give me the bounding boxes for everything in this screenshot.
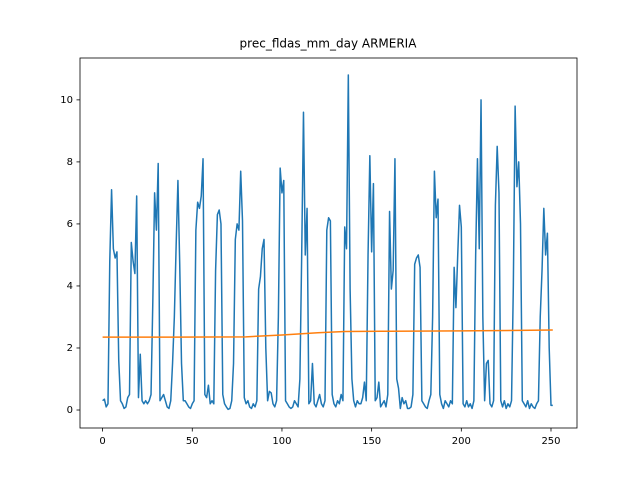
- plot-frame: [79, 57, 578, 429]
- series-line: [102, 329, 553, 338]
- series-line: [102, 74, 553, 411]
- chart-title: prec_fldas_mm_day ARMERIA: [240, 37, 418, 51]
- y-tick-label: 10: [60, 95, 73, 106]
- y-tick-label: 0: [67, 405, 73, 416]
- y-tick-label: 8: [67, 157, 73, 168]
- x-tick-label: 250: [541, 436, 560, 447]
- y-tick-label: 6: [67, 219, 73, 230]
- x-tick-label: 0: [99, 436, 105, 447]
- x-tick-label: 150: [362, 436, 381, 447]
- x-tick-label: 200: [452, 436, 471, 447]
- y-tick-label: 2: [67, 343, 73, 354]
- y-tick-label: 4: [67, 281, 73, 292]
- x-tick-label: 100: [272, 436, 291, 447]
- x-tick-label: 50: [186, 436, 199, 447]
